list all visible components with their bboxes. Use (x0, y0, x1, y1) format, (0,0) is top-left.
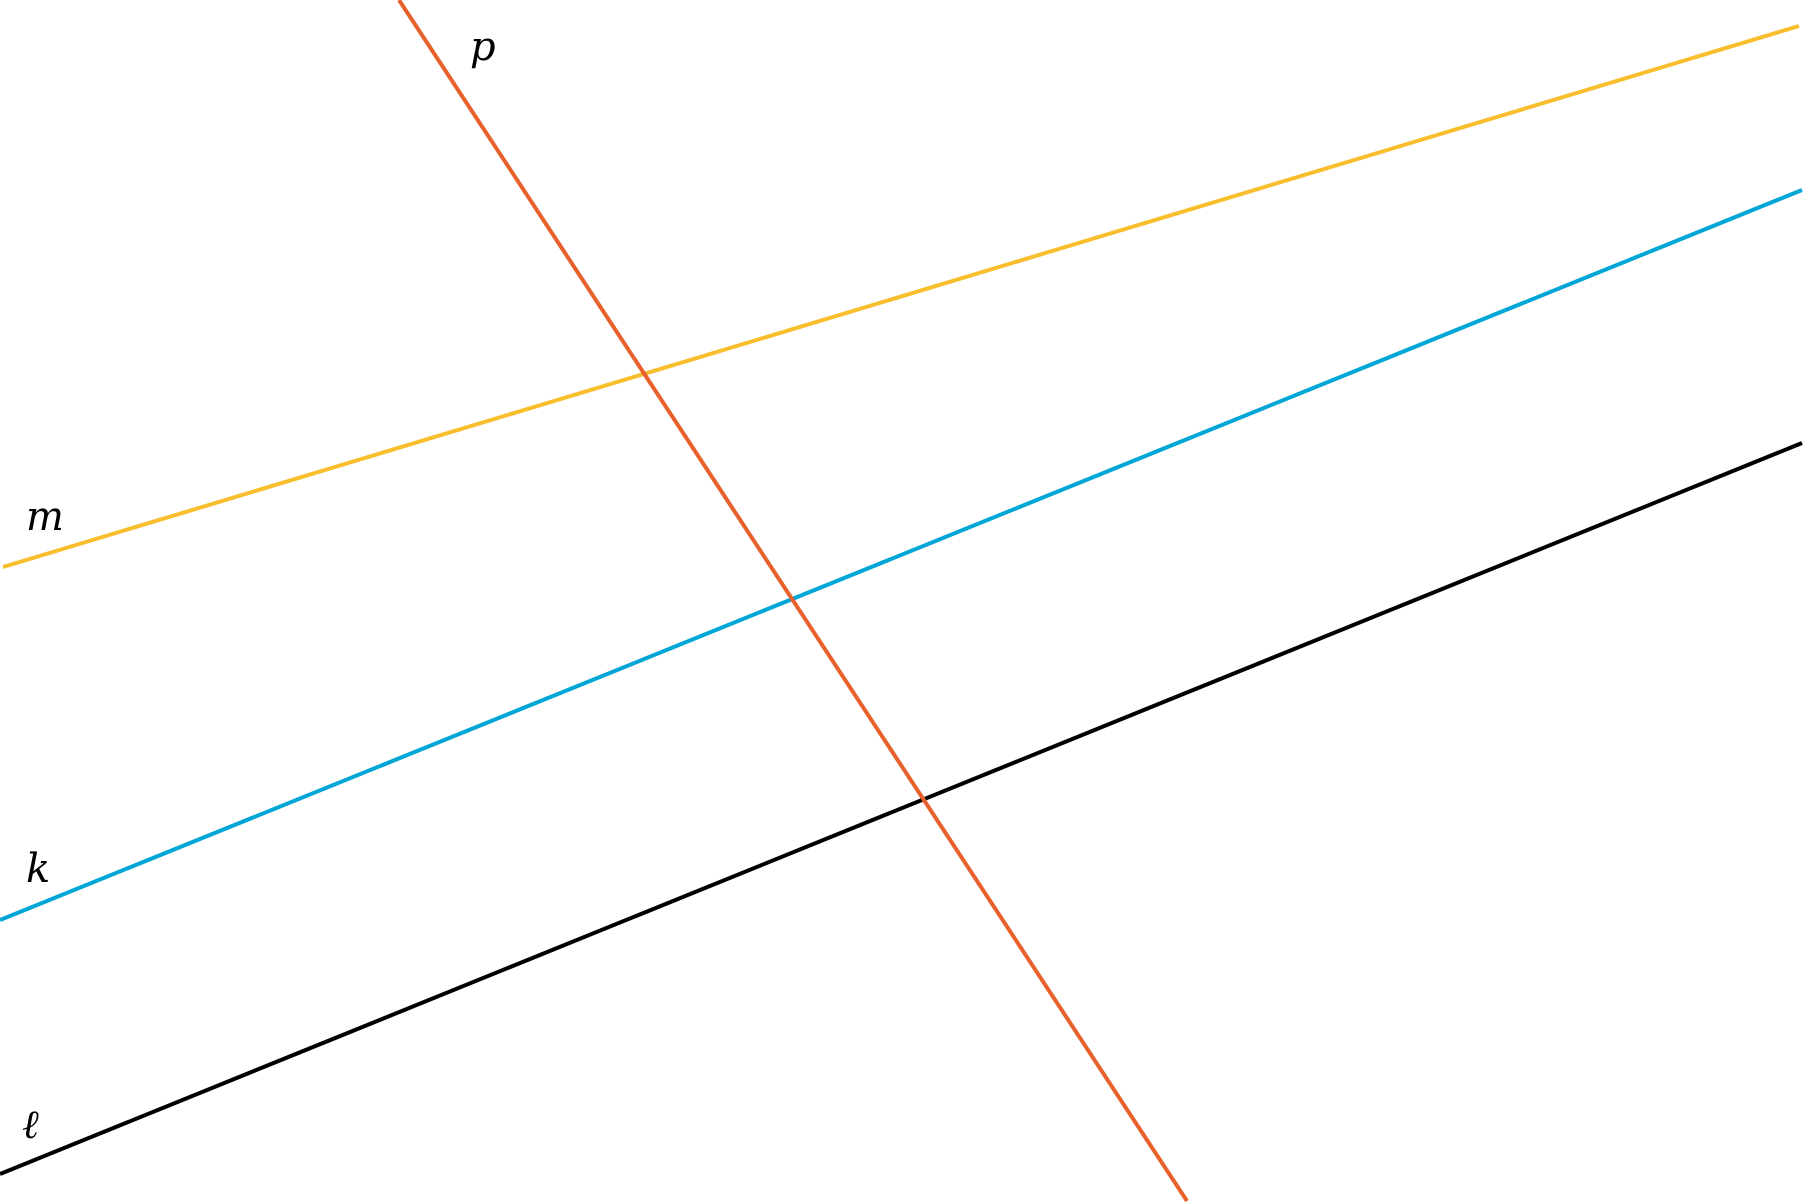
line-l (0, 441, 1803, 1176)
label-k: k (26, 846, 50, 892)
line-k (0, 188, 1803, 922)
transversal-p (397, 0, 1189, 1202)
label-m: m (26, 494, 64, 540)
label-p: p (470, 24, 496, 70)
label-l: ℓ (22, 1102, 39, 1148)
line-m (2, 24, 1800, 569)
